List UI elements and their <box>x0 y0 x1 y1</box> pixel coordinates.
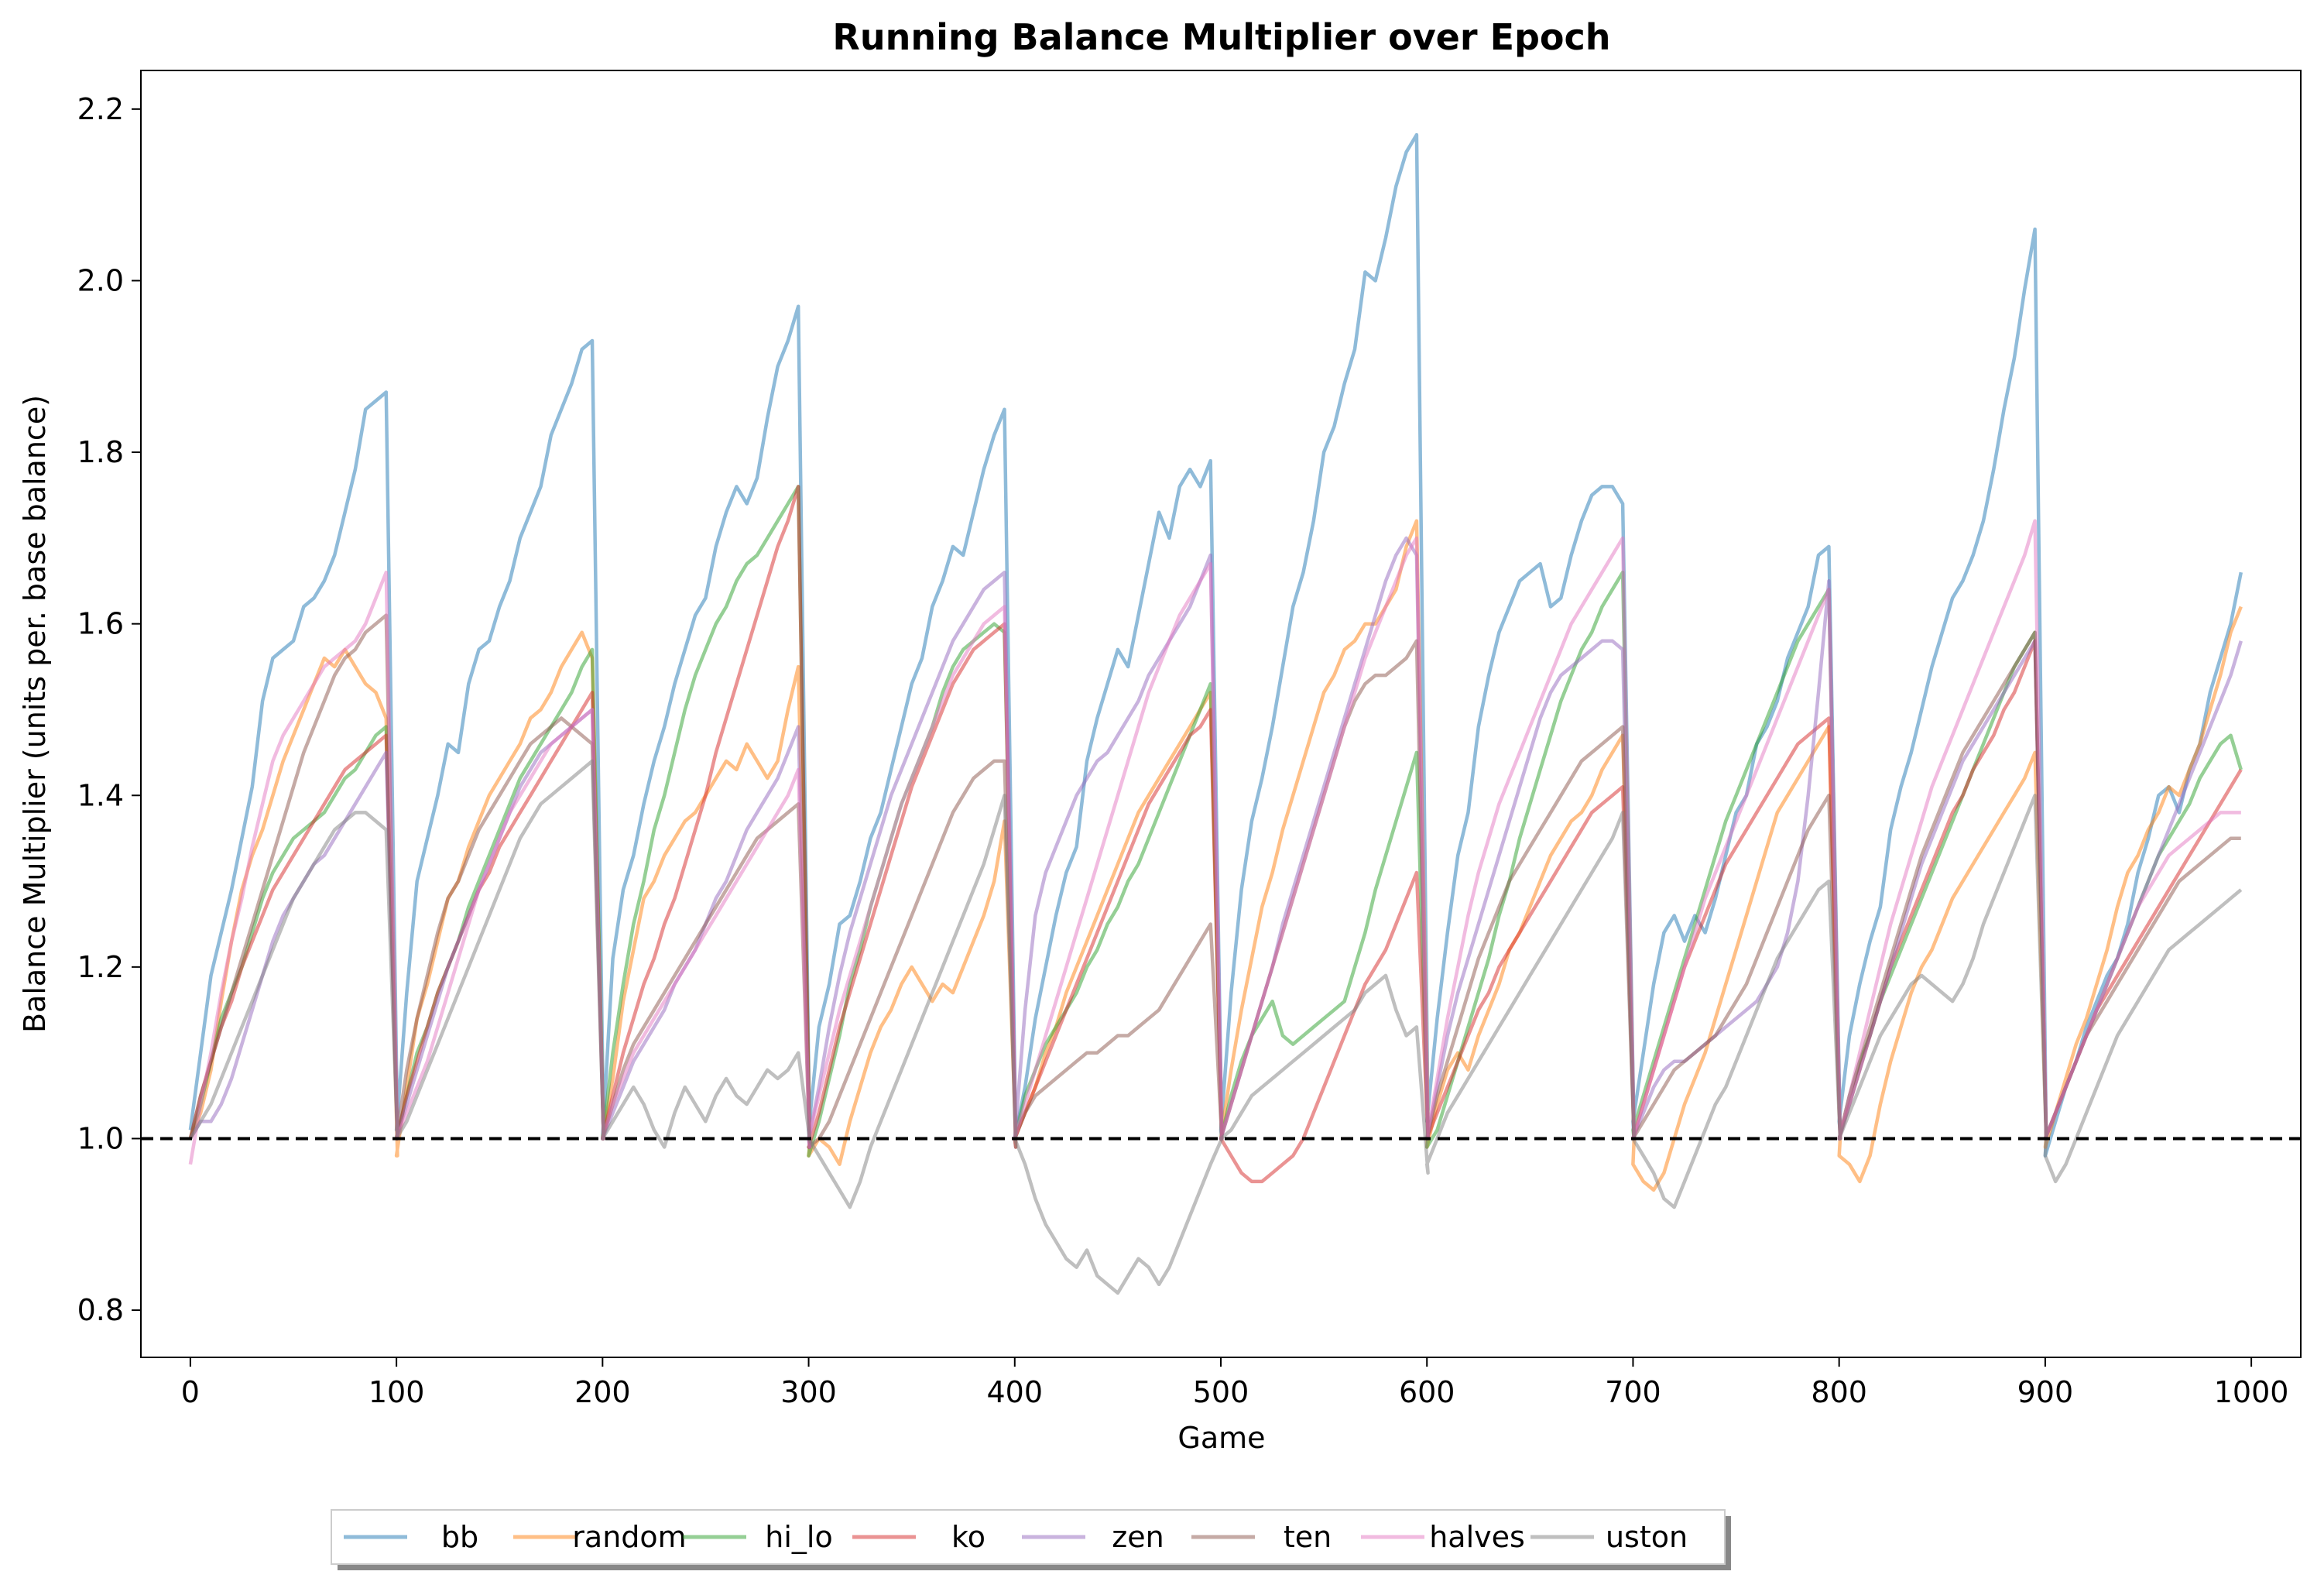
x-tick-label: 400 <box>987 1375 1044 1409</box>
y-tick-label: 0.8 <box>77 1293 124 1327</box>
x-tick-label: 800 <box>1811 1375 1867 1409</box>
legend-label-ko: ko <box>951 1520 985 1554</box>
x-axis-ticks: 0 100 200 300 400 500 600 700 800 900 1000 <box>181 1357 2289 1409</box>
legend-label-zen: zen <box>1112 1520 1164 1554</box>
y-tick-label: 2.2 <box>77 92 124 126</box>
y-tick-label: 1.6 <box>77 607 124 641</box>
y-tick-label: 2.0 <box>77 263 124 297</box>
legend: bb random hi_lo ko zen ten halves uston <box>331 1509 1731 1570</box>
legend-label-hi_lo: hi_lo <box>765 1520 832 1554</box>
legend-label-ten: ten <box>1284 1520 1332 1554</box>
x-tick-label: 1000 <box>2214 1375 2289 1409</box>
x-tick-label: 900 <box>2017 1375 2074 1409</box>
x-tick-label: 300 <box>780 1375 837 1409</box>
x-tick-label: 0 <box>181 1375 200 1409</box>
legend-label-bb: bb <box>441 1520 478 1554</box>
legend-label-uston: uston <box>1606 1520 1688 1554</box>
legend-label-random: random <box>572 1520 686 1554</box>
y-axis-label: Balance Multiplier (units per. base bala… <box>18 395 52 1033</box>
x-tick-label: 200 <box>574 1375 631 1409</box>
y-axis-ticks: 0.8 1.0 1.2 1.4 1.6 1.8 2.0 2.2 <box>77 92 141 1327</box>
x-axis-label: Game <box>1177 1421 1265 1455</box>
legend-label-halves: halves <box>1429 1520 1525 1554</box>
plot-area <box>140 70 2302 1358</box>
y-tick-label: 1.8 <box>77 435 124 469</box>
x-tick-label: 600 <box>1399 1375 1455 1409</box>
y-tick-label: 1.0 <box>77 1121 124 1155</box>
legend-items: bb random hi_lo ko zen ten halves uston <box>344 1520 1688 1554</box>
series-lines <box>188 132 2243 1295</box>
y-tick-label: 1.4 <box>77 778 124 812</box>
chart-title: Running Balance Multiplier over Epoch <box>832 16 1610 58</box>
series-line-uston <box>188 759 2243 1295</box>
x-tick-label: 500 <box>1193 1375 1249 1409</box>
x-tick-label: 700 <box>1605 1375 1661 1409</box>
x-tick-label: 100 <box>368 1375 425 1409</box>
y-tick-label: 1.2 <box>77 950 124 984</box>
